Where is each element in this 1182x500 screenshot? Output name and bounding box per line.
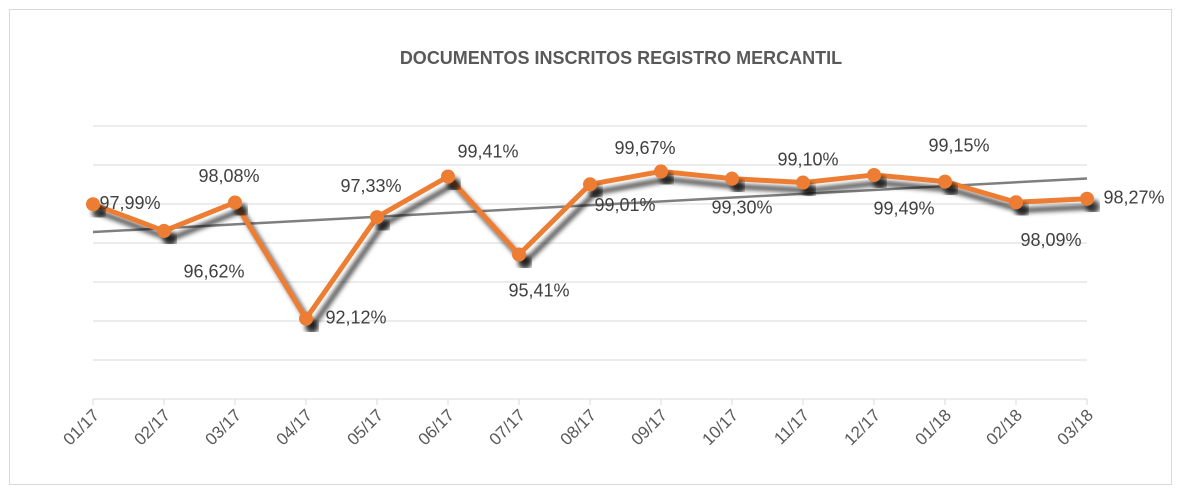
- data-point: [157, 223, 171, 238]
- data-label: 97,99%: [99, 193, 160, 213]
- data-label: 99,49%: [873, 199, 934, 219]
- data-label: 96,62%: [183, 262, 244, 282]
- data-label: 92,12%: [325, 307, 386, 327]
- data-label: 98,27%: [1103, 187, 1164, 207]
- data-point: [725, 171, 739, 186]
- data-point: [299, 311, 313, 326]
- data-point: [1080, 191, 1094, 206]
- data-point: [796, 175, 810, 190]
- data-label: 99,30%: [711, 197, 772, 217]
- data-label: 98,08%: [198, 166, 259, 186]
- data-label: 98,09%: [1020, 230, 1081, 250]
- data-point: [654, 164, 668, 179]
- data-point: [867, 167, 881, 182]
- data-label: 97,33%: [340, 176, 401, 196]
- chart-title: DOCUMENTOS INSCRITOS REGISTRO MERCANTIL: [400, 48, 842, 68]
- data-point: [938, 174, 952, 189]
- data-point: [86, 197, 100, 212]
- data-point: [512, 247, 526, 262]
- data-label: 99,41%: [457, 141, 518, 161]
- data-label: 95,41%: [508, 280, 569, 300]
- data-point: [370, 210, 384, 225]
- data-label: 99,01%: [594, 195, 655, 215]
- data-point: [583, 177, 597, 192]
- data-point: [228, 195, 242, 210]
- data-point: [441, 169, 455, 184]
- data-label: 99,10%: [777, 149, 838, 169]
- data-point: [1009, 195, 1023, 210]
- chart-border: [9, 9, 1172, 485]
- data-label: 99,15%: [928, 135, 989, 155]
- trendline: [92, 177, 1088, 234]
- data-label: 99,67%: [614, 138, 675, 158]
